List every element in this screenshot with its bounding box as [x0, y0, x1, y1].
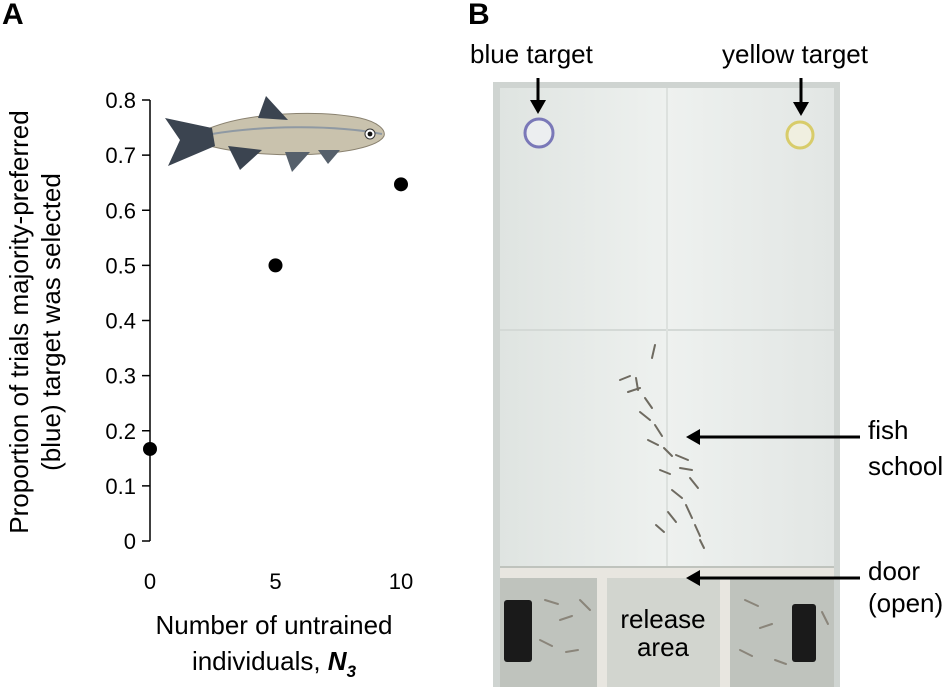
y-tick-label: 0.5 [105, 253, 136, 278]
annotation-arrows [530, 78, 860, 586]
y-axis-title-line2: (blue) target was selected [36, 173, 66, 471]
panel-b-letter: B [468, 0, 490, 31]
data-point [394, 177, 408, 192]
y-tick-label: 0.4 [105, 309, 136, 334]
x-ticks: 0 5 10 [144, 569, 413, 594]
fish-school-label: fish school [868, 415, 944, 481]
scatter-chart: 0 0.1 0.2 0.3 0.4 0.5 0.6 0.7 0.8 0 5 10 Proportio… [4, 88, 413, 681]
x-tick-label: 0 [144, 569, 156, 594]
yellow-target-disc [785, 120, 815, 150]
panel-a-letter: A [2, 0, 24, 31]
x-axis-title-subscript: 3 [347, 662, 357, 681]
blue-target-label: blue target [470, 39, 593, 69]
left-pump [504, 600, 532, 662]
x-tick-label: 5 [269, 569, 281, 594]
x-axis-title-line2-group: individuals, N3 [192, 646, 357, 681]
y-tick-label: 0.1 [105, 474, 136, 499]
y-tick-label: 0 [124, 529, 136, 554]
y-tick-label: 0.2 [105, 419, 136, 444]
right-pump [792, 604, 816, 662]
data-point [143, 441, 157, 456]
y-tick-label: 0.3 [105, 364, 136, 389]
x-axis-title-line1: Number of untrained [155, 610, 392, 640]
fish-school-marks [619, 344, 705, 549]
data-points [143, 177, 408, 456]
release-area-fish [539, 599, 829, 665]
y-axis-title-line1: Proportion of trials majority-preferred [4, 110, 34, 533]
y-ticks: 0 0.1 0.2 0.3 0.4 0.5 0.6 0.7 0.8 [105, 88, 150, 554]
y-tick-label: 0.8 [105, 88, 136, 113]
blue-target-disc [523, 117, 555, 149]
x-tick-label: 10 [389, 569, 413, 594]
data-point [268, 258, 283, 273]
release-area-label: release area [620, 604, 706, 662]
x-axis-title-symbol: N [328, 646, 348, 676]
fish-illustration [165, 96, 385, 172]
door-label: door (open) [868, 556, 944, 618]
y-tick-label: 0.7 [105, 143, 136, 168]
yellow-target-label: yellow target [722, 39, 868, 69]
x-axis-title-line2: individuals, [192, 646, 328, 676]
y-tick-label: 0.6 [105, 198, 136, 223]
